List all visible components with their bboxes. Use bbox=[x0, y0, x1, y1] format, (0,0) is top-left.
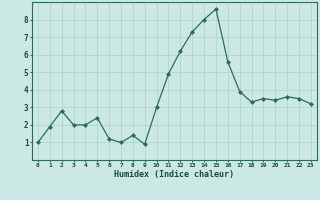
X-axis label: Humidex (Indice chaleur): Humidex (Indice chaleur) bbox=[115, 170, 234, 179]
